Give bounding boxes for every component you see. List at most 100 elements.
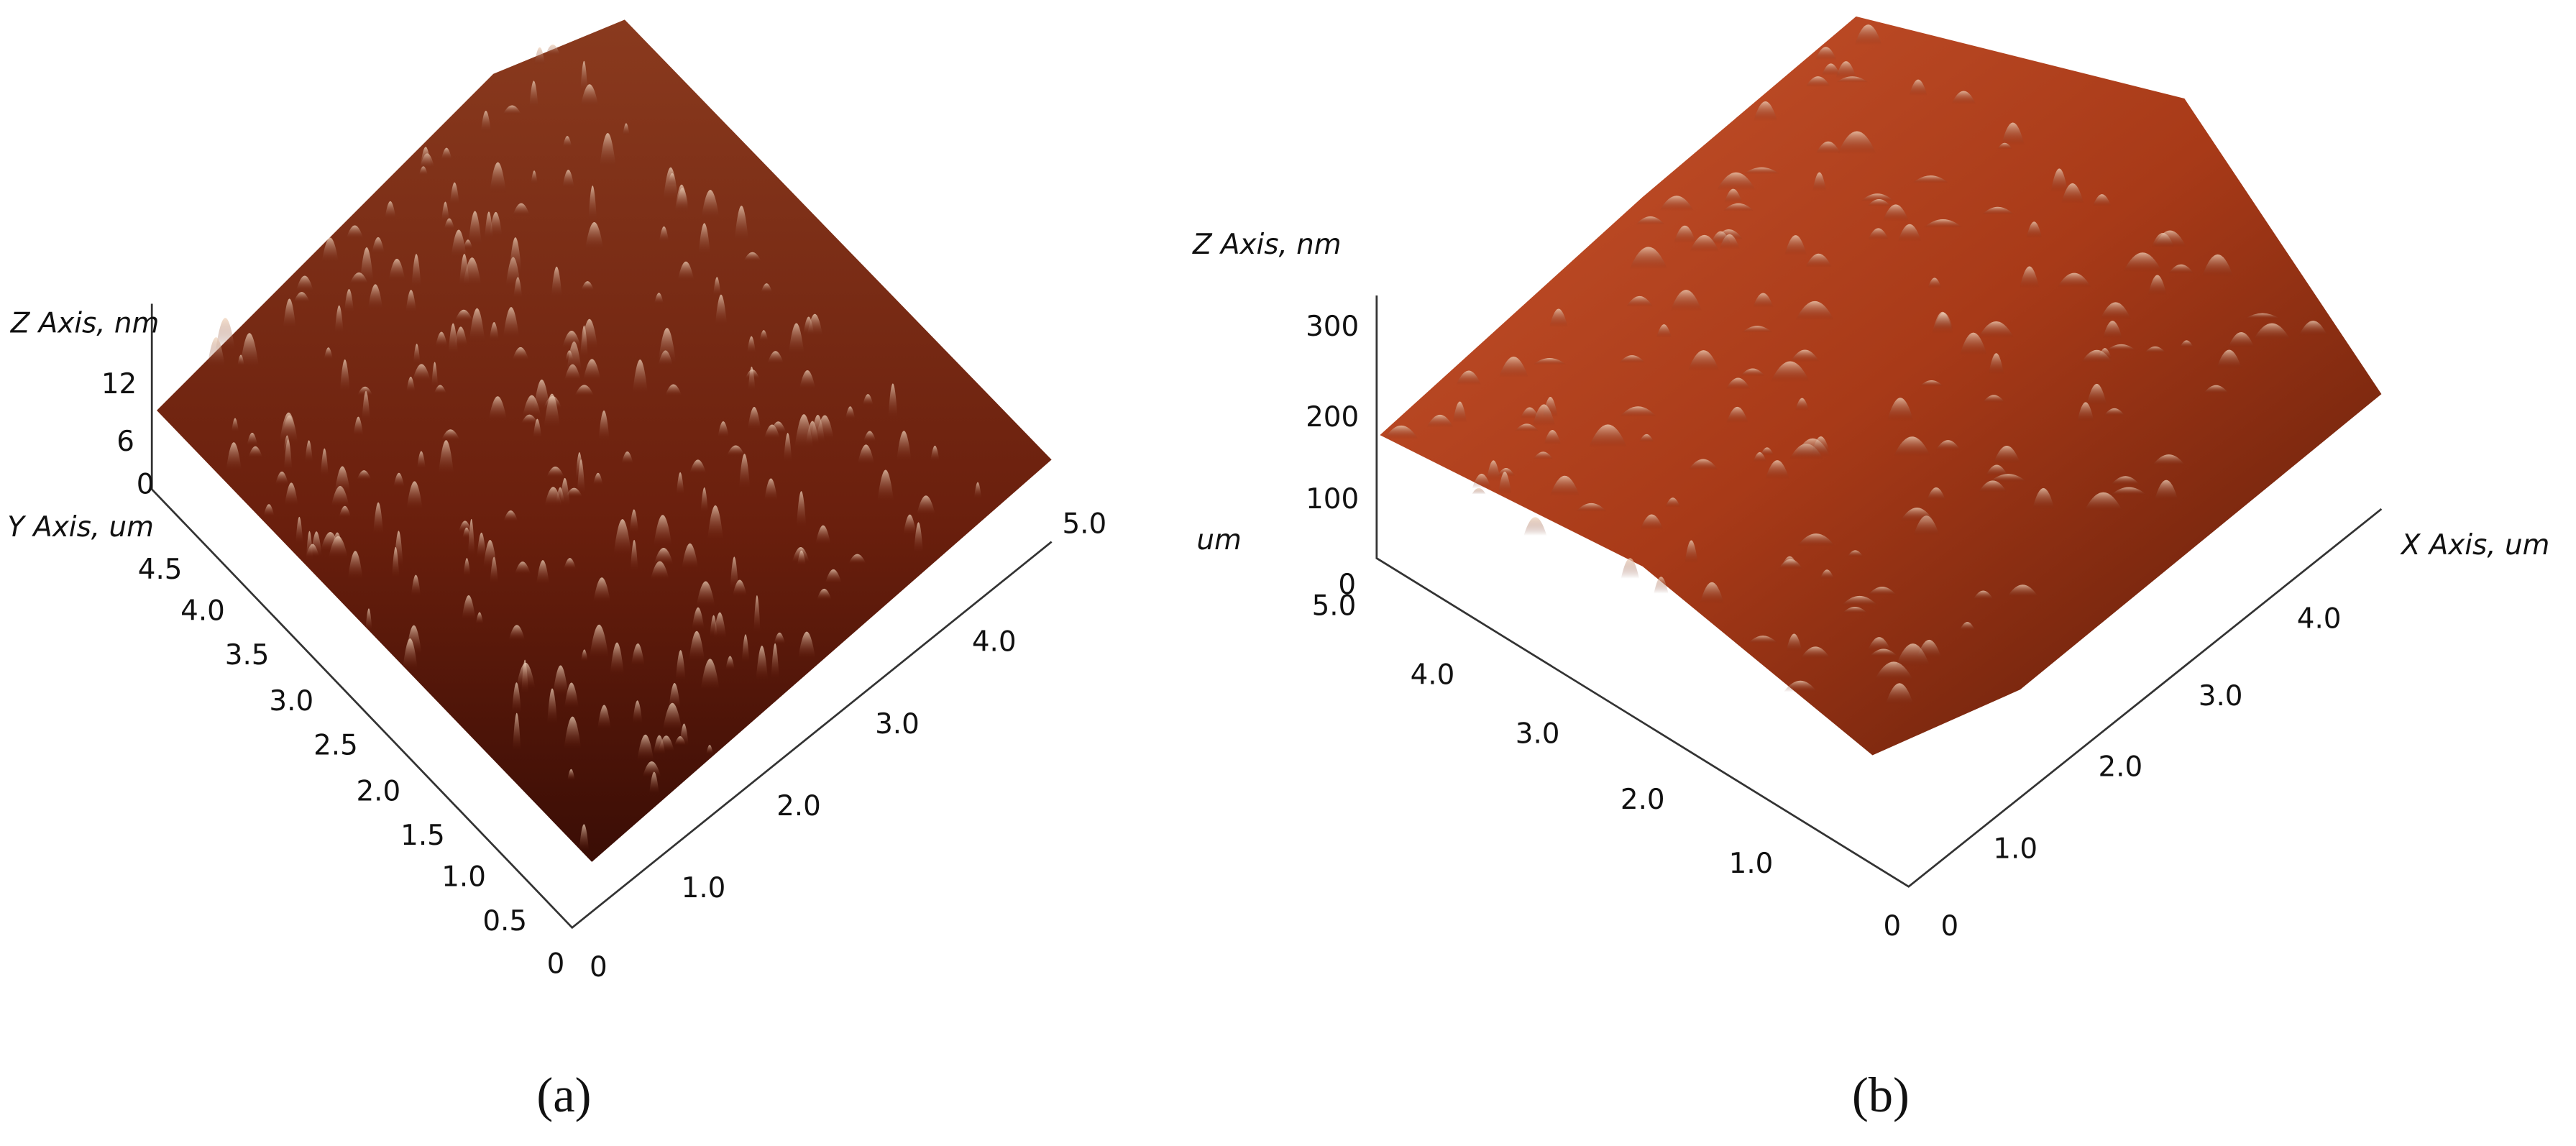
surface-peak bbox=[730, 556, 739, 590]
surface-peak bbox=[588, 185, 597, 221]
surface-peak bbox=[632, 700, 643, 723]
surface-peak bbox=[797, 550, 806, 566]
axis-label: Y Axis, um bbox=[7, 511, 154, 544]
surface-peak bbox=[1885, 683, 1914, 705]
surface-peak bbox=[411, 574, 421, 596]
surface-peak bbox=[2077, 402, 2094, 422]
surface-peak bbox=[480, 111, 492, 134]
surface-peak bbox=[817, 588, 832, 600]
surface-peak bbox=[1790, 349, 1820, 362]
tick-label: 3.0 bbox=[269, 685, 313, 718]
axes bbox=[1375, 295, 2383, 888]
tick-label: 2.0 bbox=[2098, 751, 2142, 783]
surface-peak bbox=[2061, 183, 2084, 203]
surface-peak bbox=[698, 223, 711, 256]
surface-peak bbox=[1472, 473, 1492, 489]
surface-peak bbox=[1982, 395, 2005, 403]
surface-peak bbox=[712, 277, 721, 297]
caption: (a) bbox=[536, 1068, 591, 1122]
surface-peak bbox=[679, 723, 689, 746]
surface-peak bbox=[2168, 264, 2194, 274]
surface-peak bbox=[441, 147, 452, 160]
surface-peak bbox=[371, 237, 385, 255]
surface-peak bbox=[642, 761, 661, 777]
surface-peak bbox=[1935, 440, 1961, 451]
surface-peak bbox=[682, 543, 699, 569]
surface-peak bbox=[1909, 79, 1928, 96]
surface-peak bbox=[726, 445, 746, 456]
surface-peak bbox=[1497, 468, 1516, 477]
surface-peak bbox=[1498, 471, 1512, 494]
surface-peak bbox=[575, 452, 584, 481]
surface-peak bbox=[1861, 193, 1894, 202]
surface-peak bbox=[1498, 357, 1528, 377]
surface-peak bbox=[295, 516, 303, 544]
tick-label: 2.0 bbox=[356, 776, 400, 808]
surface-peak bbox=[810, 415, 825, 444]
surface-peak bbox=[581, 649, 588, 661]
surface-peak bbox=[508, 625, 526, 641]
surface-peak bbox=[1687, 350, 1720, 371]
surface-peak bbox=[344, 289, 354, 313]
surface-peak bbox=[759, 330, 769, 341]
surface-peak bbox=[321, 237, 339, 263]
surface-peak bbox=[2227, 331, 2255, 348]
surface-peak bbox=[353, 416, 364, 436]
surface-peak bbox=[664, 384, 682, 396]
surface-peak bbox=[797, 631, 816, 659]
surface-peak bbox=[580, 325, 588, 359]
surface-peak bbox=[896, 431, 912, 462]
surface-peak bbox=[747, 336, 756, 354]
surface-peak bbox=[1895, 643, 1930, 666]
surface-peak bbox=[1867, 198, 1892, 207]
surface-peak bbox=[2110, 487, 2147, 495]
surface-peak bbox=[365, 608, 372, 631]
surface-peak bbox=[536, 560, 550, 585]
surface-peak bbox=[1456, 370, 1482, 385]
surface-peak bbox=[513, 712, 521, 751]
tick-label: 4.0 bbox=[2297, 603, 2342, 636]
surface-peak bbox=[1619, 355, 1646, 363]
panel-b: Z Axis, nm 300 200 100 0 um 5.0 4.0 3.0 2.0 1.0 0 0 1… bbox=[1192, 16, 2549, 1122]
surface-peak bbox=[1959, 332, 1987, 355]
surface-peak bbox=[1760, 447, 1774, 456]
surface-peak bbox=[509, 237, 522, 275]
surface-peak bbox=[1748, 636, 1778, 643]
tick-label: 12 bbox=[101, 368, 137, 400]
surface-peak bbox=[295, 275, 314, 292]
surface-peak bbox=[1640, 514, 1664, 530]
surface-peak bbox=[718, 421, 729, 438]
surface-peak bbox=[1795, 398, 1810, 411]
surface-peak bbox=[1897, 224, 1922, 242]
surface-peak bbox=[888, 383, 898, 419]
tick-label: 0 bbox=[547, 948, 565, 980]
surface-peak bbox=[237, 354, 244, 366]
tick-label: 4.0 bbox=[180, 595, 225, 627]
surface-peak bbox=[2298, 321, 2328, 336]
surface-peak bbox=[689, 459, 707, 475]
surface-peak bbox=[1486, 460, 1501, 482]
surface-peak bbox=[1997, 142, 2012, 150]
surface-peak bbox=[565, 487, 583, 498]
surface-peak bbox=[1621, 558, 1639, 579]
surface-peak bbox=[293, 292, 311, 303]
surface-peak bbox=[406, 481, 423, 510]
surface-peak bbox=[533, 379, 551, 412]
surface-peak bbox=[1523, 517, 1547, 536]
surface-peak bbox=[1659, 196, 1695, 211]
surface-peak bbox=[715, 294, 728, 326]
surface-peak bbox=[580, 84, 599, 107]
surface-peak bbox=[794, 414, 814, 450]
surface-peak bbox=[2123, 252, 2163, 272]
surface-peak bbox=[562, 330, 582, 349]
surface-peak bbox=[462, 257, 482, 287]
surface-peak bbox=[1933, 312, 1953, 330]
surface-peak bbox=[385, 201, 396, 219]
surface-peak bbox=[1452, 401, 1467, 423]
surface-peak bbox=[248, 446, 263, 458]
surface-peak bbox=[2007, 585, 2039, 597]
surface-peak bbox=[441, 201, 450, 222]
surface-peak bbox=[658, 328, 677, 365]
surface-peak bbox=[574, 385, 595, 396]
